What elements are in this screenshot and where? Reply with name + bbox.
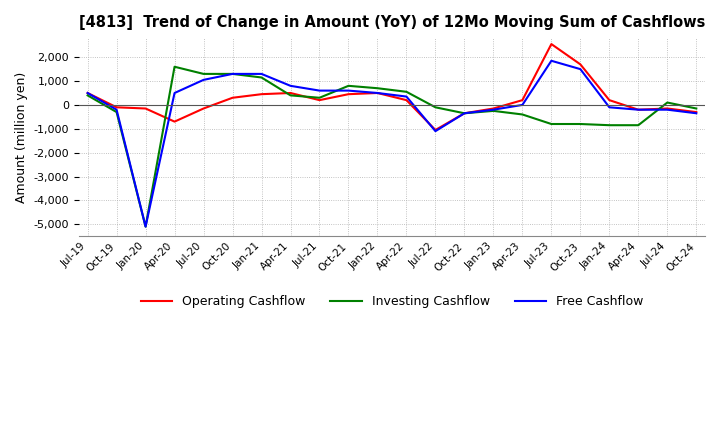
Investing Cashflow [692,106,701,111]
Investing Cashflow [199,71,208,77]
Investing Cashflow [576,121,585,127]
Operating Cashflow [605,98,613,103]
Investing Cashflow [112,110,121,115]
Free Cashflow [112,107,121,112]
Free Cashflow [605,105,613,110]
Investing Cashflow [663,100,672,105]
Line: Investing Cashflow: Investing Cashflow [88,67,696,227]
Free Cashflow [576,66,585,72]
Investing Cashflow [286,93,294,98]
Investing Cashflow [547,121,556,127]
Operating Cashflow [431,127,440,132]
Operating Cashflow [489,106,498,111]
Free Cashflow [228,71,237,77]
Operating Cashflow [663,106,672,111]
Operating Cashflow [228,95,237,100]
Free Cashflow [199,77,208,83]
Operating Cashflow [286,90,294,95]
Free Cashflow [460,110,469,116]
Free Cashflow [344,88,353,93]
Operating Cashflow [373,90,382,95]
Operating Cashflow [344,92,353,97]
Line: Operating Cashflow: Operating Cashflow [88,44,696,130]
Free Cashflow [286,83,294,88]
Free Cashflow [257,71,266,77]
Line: Free Cashflow: Free Cashflow [88,61,696,227]
Operating Cashflow [692,110,701,115]
Operating Cashflow [576,62,585,67]
Free Cashflow [170,90,179,95]
Investing Cashflow [257,75,266,80]
Investing Cashflow [141,224,150,229]
Investing Cashflow [402,89,411,95]
Operating Cashflow [112,105,121,110]
Free Cashflow [489,107,498,112]
Free Cashflow [663,107,672,112]
Investing Cashflow [460,110,469,116]
Free Cashflow [402,94,411,99]
Operating Cashflow [518,98,527,103]
Operating Cashflow [199,106,208,111]
Investing Cashflow [170,64,179,70]
Investing Cashflow [84,93,92,98]
Operating Cashflow [402,98,411,103]
Operating Cashflow [141,106,150,111]
Operating Cashflow [547,41,556,47]
Investing Cashflow [518,112,527,117]
Investing Cashflow [373,85,382,91]
Investing Cashflow [344,83,353,88]
Free Cashflow [547,58,556,63]
Operating Cashflow [634,107,643,112]
Free Cashflow [84,90,92,95]
Free Cashflow [518,102,527,107]
Operating Cashflow [315,98,324,103]
Y-axis label: Amount (million yen): Amount (million yen) [15,72,28,203]
Operating Cashflow [257,92,266,97]
Operating Cashflow [460,110,469,116]
Investing Cashflow [489,108,498,114]
Legend: Operating Cashflow, Investing Cashflow, Free Cashflow: Operating Cashflow, Investing Cashflow, … [135,290,648,313]
Free Cashflow [692,110,701,116]
Free Cashflow [141,224,150,229]
Free Cashflow [431,128,440,134]
Investing Cashflow [431,105,440,110]
Investing Cashflow [605,123,613,128]
Free Cashflow [373,90,382,95]
Investing Cashflow [228,71,237,77]
Operating Cashflow [170,119,179,124]
Free Cashflow [634,107,643,112]
Investing Cashflow [315,95,324,100]
Investing Cashflow [634,123,643,128]
Operating Cashflow [84,90,92,95]
Title: [4813]  Trend of Change in Amount (YoY) of 12Mo Moving Sum of Cashflows: [4813] Trend of Change in Amount (YoY) o… [78,15,705,30]
Free Cashflow [315,88,324,93]
